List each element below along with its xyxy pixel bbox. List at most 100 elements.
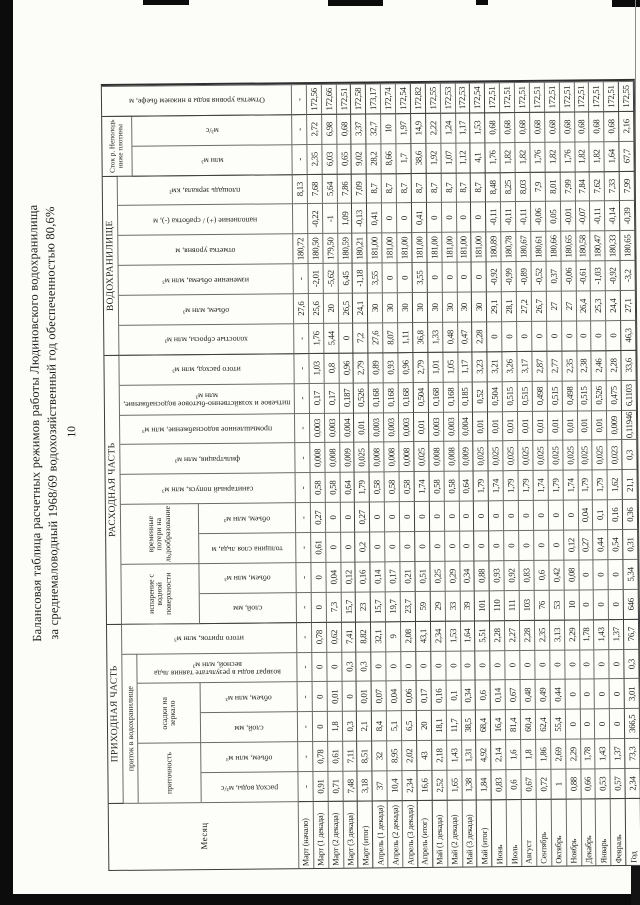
data-cell: 25,3 xyxy=(591,290,607,321)
data-cell: 30 xyxy=(457,291,473,322)
data-cell: 2,29 xyxy=(565,738,581,769)
data-cell: 180,66 xyxy=(546,231,562,262)
data-cell: 0 xyxy=(594,589,610,621)
data-cell: 0,29 xyxy=(445,560,461,591)
data-cell: 0 xyxy=(386,650,402,681)
data-cell: 0,1 xyxy=(446,680,462,711)
data-cell: 0 xyxy=(444,530,460,561)
column-header-itogo-pritok: итого приток, млн м³ xyxy=(121,621,298,654)
data-cell: 0,025 xyxy=(488,440,504,471)
data-cell: 0 xyxy=(441,202,457,233)
data-cell: 0,168 xyxy=(369,382,385,413)
data-cell: 172,51 xyxy=(544,81,560,113)
data-cell: 1,76 xyxy=(308,322,325,354)
data-cell: 0,6 xyxy=(475,679,492,710)
data-cell: 8,4 xyxy=(372,710,388,741)
data-cell: 0 xyxy=(594,648,610,679)
scan-border-left xyxy=(0,0,13,905)
data-cell: 0,3 xyxy=(356,651,372,682)
data-cell: 0,01 xyxy=(473,410,489,441)
data-cell: 0,17 xyxy=(309,382,325,413)
data-cell: 2,79 xyxy=(413,351,429,382)
data-cell: 21,1 xyxy=(622,469,638,500)
data-cell: 0 xyxy=(579,648,595,679)
data-cell: 0 xyxy=(580,678,596,709)
data-cell: -3,2 xyxy=(620,260,636,291)
column-header-poteri-obem: объем, млн м³ xyxy=(198,502,297,534)
data-cell: 8,07 xyxy=(383,322,399,354)
data-cell: 1,84 xyxy=(476,769,493,801)
month-label: Апрель (3 декада) xyxy=(402,800,419,868)
data-cell: 0,01 xyxy=(577,409,593,440)
data-cell: 0,504 xyxy=(413,381,429,412)
data-cell: 0 xyxy=(325,502,341,533)
data-cell: 30 xyxy=(412,292,428,323)
data-cell: 81,4 xyxy=(506,709,522,740)
data-cell: 0,3 xyxy=(341,651,358,682)
header-label: итого приток, млн м³ xyxy=(174,634,244,644)
data-cell: 0,01 xyxy=(532,410,549,441)
data-cell: 0 xyxy=(416,650,432,681)
data-cell: 0,53 xyxy=(595,768,611,800)
data-cell: 180,72 xyxy=(293,233,309,264)
data-cell: 0,05 xyxy=(545,201,561,232)
data-cell: 0,515 xyxy=(547,380,563,411)
data-cell: 0,93 xyxy=(383,352,399,383)
month-label: Февраль xyxy=(610,798,627,866)
data-cell: 0,009 xyxy=(458,440,474,471)
data-cell: 27 xyxy=(546,290,562,321)
data-cell: 0,01 xyxy=(517,410,534,441)
data-cell: 0 xyxy=(564,649,581,680)
column-header-ploschad: площадь зеркала, км² xyxy=(117,173,293,206)
data-cell: 0,008 xyxy=(324,442,341,473)
data-cell: 1,07 xyxy=(441,142,457,174)
data-cell: 3,18 xyxy=(357,770,374,802)
data-cell: 0 xyxy=(609,678,625,709)
data-cell: 0 xyxy=(505,649,521,680)
data-cell: 7,99 xyxy=(619,170,635,201)
data-cell: -1 xyxy=(322,203,338,234)
header-label: возврат воды в результате таяния льда ве… xyxy=(153,659,281,679)
data-cell: 7,09 xyxy=(352,173,368,204)
data-cell: 1,82 xyxy=(515,141,531,173)
data-cell: 68,4 xyxy=(476,709,492,740)
data-cell: 7,11 xyxy=(342,740,358,771)
data-cell: 0 xyxy=(579,589,595,621)
data-cell: 0 xyxy=(593,559,609,590)
data-cell: 1 xyxy=(551,768,567,800)
data-cell: - xyxy=(294,412,311,443)
data-cell: 15,7 xyxy=(371,591,387,623)
header-label: объем, млн м³ xyxy=(224,574,271,584)
data-cell: 0,44 xyxy=(593,529,609,560)
data-cell: 0,96 xyxy=(338,352,355,383)
data-cell: 0,57 xyxy=(610,768,626,800)
data-cell: 8,95 xyxy=(387,740,403,771)
data-cell: 0,003 xyxy=(428,411,444,442)
header-label: площадь зеркала, км² xyxy=(169,185,241,196)
data-cell: 1,79 xyxy=(518,470,534,501)
data-cell: -0,06 xyxy=(561,260,577,291)
data-cell: 0 xyxy=(456,201,472,233)
data-cell: 2,28 xyxy=(472,321,488,353)
data-cell: 181,00 xyxy=(456,231,472,262)
data-cell: - xyxy=(293,263,309,294)
data-cell: 1,76 xyxy=(560,141,576,173)
data-cell: 0 xyxy=(401,650,417,681)
data-cell: 36,8 xyxy=(413,321,429,353)
data-cell: 0,008 xyxy=(384,441,400,472)
data-cell: 0,68 xyxy=(530,111,546,142)
data-cell: 1,82 xyxy=(574,141,591,173)
data-cell: 0,16 xyxy=(355,561,372,592)
data-cell: 0 xyxy=(370,501,386,532)
data-cell: 8,7 xyxy=(456,172,472,203)
data-cell: 2,35 xyxy=(534,619,551,650)
data-cell: 0,58 xyxy=(429,471,445,502)
data-cell: 32 xyxy=(372,740,388,771)
month-label: Май (1 декада) xyxy=(432,799,449,867)
month-label: Ноябрь xyxy=(566,798,582,866)
data-cell: 180,58 xyxy=(575,230,591,261)
data-cell: 11,7 xyxy=(446,709,462,740)
data-cell: 0 xyxy=(414,501,430,532)
data-cell: 0,49 xyxy=(535,679,551,710)
data-cell: 23 xyxy=(356,591,372,623)
